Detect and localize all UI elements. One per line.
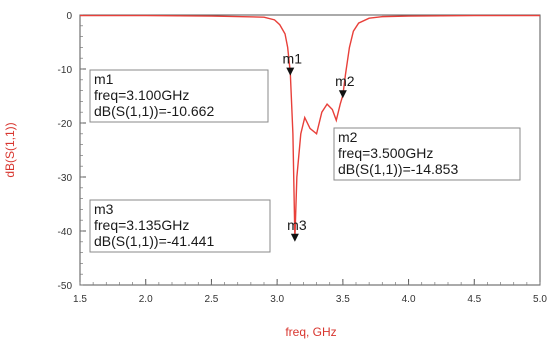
m2-readout-line: freq=3.500GHz [338,145,433,161]
m1-marker-triangle [286,67,295,76]
m3-marker-label: m3 [287,217,307,233]
m2-readout-line: m2 [338,129,358,145]
y-axis-title: dB(S(1,1)) [3,122,17,177]
x-tick-label: 3.0 [270,294,284,305]
x-tick-label: 3.5 [336,294,350,305]
m2-marker-label: m2 [335,73,355,89]
m3-readout-line: freq=3.135GHz [94,217,189,233]
m1-readout-line: m1 [94,71,114,87]
m3-readout-frame [89,199,271,253]
m3-readout-line: dB(S(1,1))=-41.441 [94,233,214,249]
x-tick-label: 1.5 [73,294,87,305]
m1-readout-line: freq=3.100GHz [94,87,189,103]
m3-marker-triangle [290,233,299,242]
m1-readout-frame [89,69,269,123]
y-tick-label: -10 [58,65,73,76]
y-tick-label: -40 [58,227,73,238]
y-tick-label: -20 [58,119,73,130]
m2-marker-triangle [338,90,347,99]
m2-readout-line: dB(S(1,1))=-14.853 [338,161,458,177]
y-tick-label: -30 [58,173,73,184]
m2-readout-frame [333,127,521,181]
x-tick-label: 4.5 [467,294,481,305]
x-tick-label: 5.0 [533,294,547,305]
m3-readout-line: m3 [94,201,114,217]
s11-trace [80,14,540,239]
y-tick-label: 0 [66,11,72,22]
m1-readout-line: dB(S(1,1))=-10.662 [94,103,214,119]
x-tick-label: 2.0 [139,294,153,305]
m1-marker-label: m1 [283,51,303,67]
x-axis-title: freq, GHz [285,325,336,339]
x-tick-label: 4.0 [402,294,416,305]
y-tick-label: -50 [58,281,73,292]
plot-area [79,14,541,286]
x-tick-label: 2.5 [204,294,218,305]
